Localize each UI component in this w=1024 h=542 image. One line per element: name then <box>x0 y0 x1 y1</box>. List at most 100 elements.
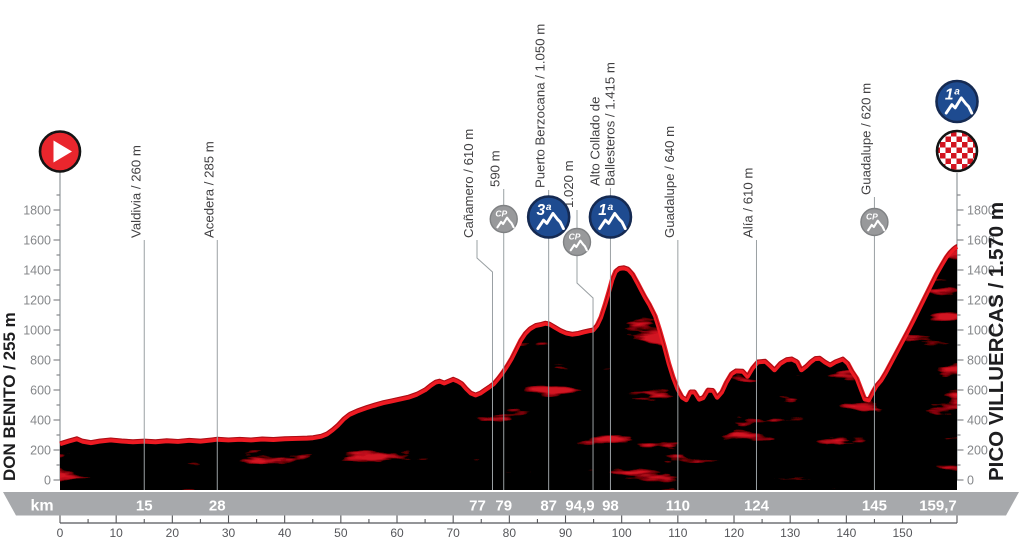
ruler-tick-label: 0 <box>57 526 64 540</box>
distance-ruler: 0 10 20 30 40 50 60 70 80 90 100 110 120 130 140 150 <box>57 515 958 540</box>
finish-circle-border <box>935 129 979 173</box>
ruler-tick-label: 100 <box>612 526 632 540</box>
ruler-tick-label: 40 <box>278 526 292 540</box>
y-axis-left-tick-label: 1400 <box>23 263 51 277</box>
ruler-tick-label: 140 <box>836 526 856 540</box>
ruler-tick-label: 150 <box>893 526 913 540</box>
cp-label: CP <box>495 209 507 219</box>
mountain-glyph <box>944 96 974 115</box>
cp-mountain <box>496 216 515 229</box>
y-axis-left-tick-label: 200 <box>30 443 51 457</box>
marker-label: Puerto Berzocana / 1.050 m <box>533 24 548 188</box>
km-band-value: 145 <box>862 498 887 515</box>
km-band-value: 159,7 <box>919 498 957 515</box>
category-label: 1ª <box>598 202 614 219</box>
y-axis-right-tick-label: 1000 <box>967 323 995 337</box>
y-axis-right-tick-label: 1800 <box>967 203 995 217</box>
km-band: km 15 28 77 79 87 94,9 98 110 124 145 159,7 <box>3 492 1019 516</box>
marker-label: Guadalupe / 640 m <box>662 126 677 238</box>
y-axis-right-tick-label: 400 <box>967 413 988 427</box>
cp-label: CP <box>866 212 878 222</box>
y-axis-left-tick-label: 1000 <box>23 323 51 337</box>
route-markers: Valdivia / 260 m Acedera / 285 m Cañamero … <box>128 24 875 490</box>
finish-checker-fill <box>938 132 976 170</box>
start-icon <box>38 130 82 173</box>
y-axis-right-tick-label: 600 <box>967 383 988 397</box>
mountain-glyph <box>569 239 588 252</box>
marker-label: Guadalupe / 620 m <box>858 83 873 195</box>
play-triangle-icon <box>53 140 72 163</box>
finish-checkered-icon <box>935 129 979 173</box>
elevation-profile <box>59 244 959 490</box>
mountain-glyph <box>598 211 627 231</box>
km-band-value: 98 <box>602 498 619 515</box>
y-axis-left-tick-label: 1800 <box>23 203 51 217</box>
ruler-tick-label: 90 <box>559 526 573 540</box>
y-axis-left-tick-label: 1600 <box>23 233 51 247</box>
start-location-label: DON BENITO / 255 m <box>0 312 19 481</box>
marker-label: Alía / 610 m <box>740 168 755 238</box>
y-axis-left-tick-label: 1200 <box>23 293 51 307</box>
marker-label: Alto Collado de <box>587 97 602 186</box>
category-mountain <box>536 211 565 231</box>
mountain-glyph <box>496 216 515 229</box>
category-1-climb-icon: 1ª <box>935 79 979 124</box>
category-3-climb-icon: 3ª <box>526 195 571 239</box>
cp-label: CP <box>569 232 581 242</box>
y-axis-right-tick-label: 1600 <box>967 233 995 247</box>
y-axis-left-tick-label: 0 <box>44 473 51 487</box>
marker-label: 590 m <box>488 150 503 187</box>
marker-line <box>476 240 493 490</box>
ruler-tick-label: 50 <box>334 526 348 540</box>
ruler-tick-label: 30 <box>222 526 236 540</box>
ruler-tick-label: 20 <box>166 526 180 540</box>
cp-circle <box>489 204 518 234</box>
km-band-unit-label: km <box>30 498 53 515</box>
km-band-value: 94,9 <box>565 498 594 515</box>
mountain-glyph <box>536 211 565 231</box>
ruler-tick-label: 10 <box>109 526 123 540</box>
cp-circle <box>562 227 592 257</box>
axes: 0 0 200 200 400 400 600 600 800 800 1000 1000 1200 12… <box>23 172 995 487</box>
cp-circle <box>860 207 889 237</box>
cp-mountain <box>569 239 588 252</box>
y-axis-left-tick-label: 800 <box>30 353 51 367</box>
profile-ridge-line <box>59 244 958 443</box>
marker-label: Valdivia / 260 m <box>128 145 143 238</box>
y-axis-left-tick-label: 400 <box>30 413 51 427</box>
km-band-background <box>3 492 1019 516</box>
ruler-tick-label: 70 <box>446 526 460 540</box>
marker-label: Ballesteros / 1.415 m <box>602 62 617 186</box>
km-band-value: 28 <box>209 498 226 515</box>
ruler-tick-label: 110 <box>668 526 687 540</box>
profile-ridge-highlight <box>59 244 959 447</box>
km-band-value: 79 <box>495 498 512 515</box>
marker-label: 1.020 m <box>561 160 576 208</box>
ruler-tick-label: 130 <box>780 526 800 540</box>
marker-label: Acedera / 285 m <box>201 141 216 238</box>
km-band-values: 15 28 77 79 87 94,9 98 110 124 145 159,7 <box>136 498 957 515</box>
category-label: 1ª <box>945 87 961 104</box>
km-band-value: 110 <box>666 498 690 515</box>
km-band-value: 87 <box>540 498 557 515</box>
cp-climb-icon: CP <box>489 204 518 234</box>
y-axis-right-tick-label: 1400 <box>967 263 995 277</box>
category-mountain <box>944 96 974 115</box>
category-1-climb-icon: 1ª <box>588 195 633 239</box>
km-band-value: 124 <box>744 498 770 515</box>
cp-climb-icon: CP <box>860 207 889 237</box>
category-label: 3ª <box>536 202 552 219</box>
km-band-value: 77 <box>469 498 486 515</box>
ruler-tick-label: 80 <box>503 526 517 540</box>
y-axis-right-tick-label: 0 <box>967 473 974 487</box>
cp-mountain <box>867 219 886 232</box>
category-mountain <box>598 211 627 231</box>
y-axis-left-tick-label: 600 <box>30 383 51 397</box>
marker-label: Cañamero / 610 m <box>461 129 476 238</box>
y-axis-right-tick-label: 800 <box>967 353 988 367</box>
km-band-value: 15 <box>136 498 153 515</box>
finish-location-label: PICO VILLUERCAS / 1.570 m <box>985 202 1008 481</box>
cp-climb-icon: CP <box>562 227 592 257</box>
y-axis-right-tick-label: 200 <box>967 443 988 457</box>
